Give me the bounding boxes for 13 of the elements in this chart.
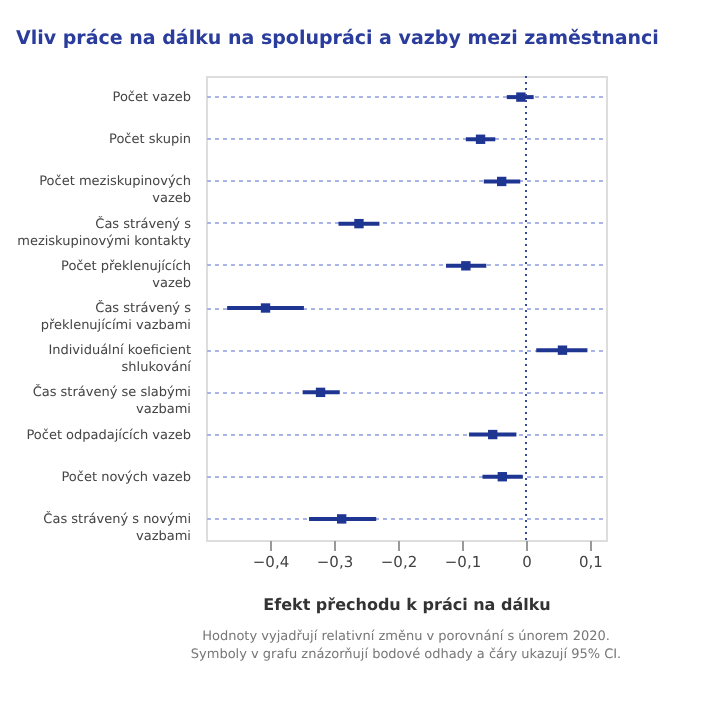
point <box>497 472 508 482</box>
point <box>354 218 364 229</box>
point <box>475 134 486 144</box>
point <box>488 429 498 440</box>
point <box>315 387 326 398</box>
point <box>260 303 271 313</box>
x-axis-title: Efekt přechodu k práci na dálku <box>263 596 552 614</box>
point <box>557 345 568 355</box>
point <box>496 176 507 187</box>
point <box>461 261 471 271</box>
chart-title: Vliv práce na dálku na spolupráci a vazby mezi zaměstnanci <box>16 28 659 50</box>
point <box>336 514 347 524</box>
point <box>516 92 526 102</box>
